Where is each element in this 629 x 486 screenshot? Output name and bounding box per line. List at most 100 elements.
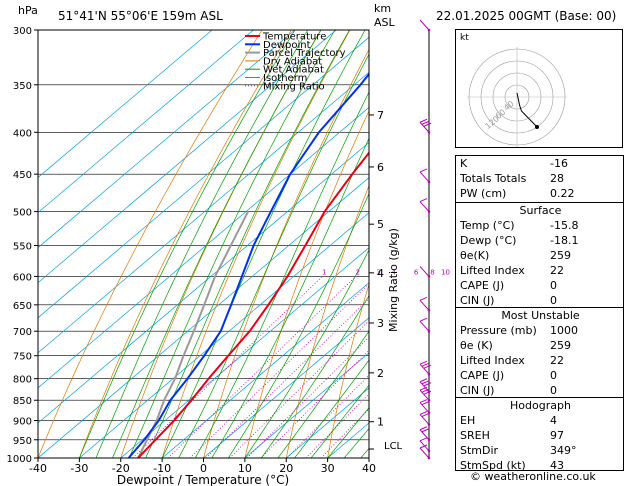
wind-barb-dot xyxy=(427,411,431,414)
pressure-tick-label: 650 xyxy=(13,301,32,312)
legend-label: Dry Adiabat xyxy=(263,56,322,67)
wind-barb xyxy=(419,389,430,401)
dry-adiabat-line xyxy=(38,30,263,458)
wind-barb-flag xyxy=(421,428,430,433)
wind-barb-dot xyxy=(427,275,431,278)
km-tick-label: 5 xyxy=(377,218,384,231)
pressure-tick-label: 400 xyxy=(13,128,32,139)
legend-label: Parcel Trajectory xyxy=(263,48,346,59)
dry-adiabat-line xyxy=(244,110,369,458)
surface-label: Dewp (°C) xyxy=(460,234,517,247)
surface-row: Temp (°C) -15.8 xyxy=(456,219,625,234)
isotherm-line xyxy=(203,317,369,458)
hodograph-stat-value: 4 xyxy=(550,414,557,427)
most-unstable-value: 1000 xyxy=(550,324,578,337)
pw-label: PW (cm) xyxy=(460,187,507,200)
indices-box: K -16 Totals Totals 28 PW (cm) 0.22 xyxy=(455,155,624,203)
most-unstable-row: CAPE (J) 0 xyxy=(456,369,625,384)
surface-title: Surface xyxy=(519,204,562,217)
wet-adiabat-line xyxy=(277,330,369,458)
surface-label: Lifted Index xyxy=(460,264,525,277)
temperature-tick-label: -30 xyxy=(70,462,88,475)
wet-adiabat-line xyxy=(95,30,309,458)
wind-barb-flag xyxy=(423,122,432,127)
mixing-ratio-line xyxy=(132,276,323,458)
hodograph-trace xyxy=(516,92,538,128)
mixing-ratio-label: 4 xyxy=(392,268,397,276)
wet-adiabat-line xyxy=(194,91,369,458)
isotherm-line xyxy=(38,30,254,214)
plot-frame xyxy=(37,29,370,459)
wind-barb xyxy=(419,414,430,425)
k-index-value: -16 xyxy=(550,157,568,170)
surface-row: Lifted Index 22 xyxy=(456,264,625,279)
temperature-tick-label: 30 xyxy=(321,462,335,475)
isotherm-line xyxy=(244,352,369,458)
most-unstable-value: 259 xyxy=(550,339,571,352)
x-axis-title: Dewpoint / Temperature (°C) xyxy=(117,473,289,486)
surface-value: 0 xyxy=(550,294,557,307)
mixing-ratio-line xyxy=(286,374,369,458)
surface-value: 22 xyxy=(550,264,564,277)
surface-row: θe(K) 259 xyxy=(456,249,625,264)
most-unstable-label: CIN (J) xyxy=(460,384,495,397)
surface-row: CAPE (J) 0 xyxy=(456,279,625,294)
pressure-tick-label: 300 xyxy=(13,26,32,37)
wind-barb-dot xyxy=(427,423,431,426)
wind-barb-flag xyxy=(421,388,430,393)
pressure-tick-label: 900 xyxy=(13,417,32,428)
isotherm-line xyxy=(38,30,296,249)
hodograph-stat-row: StmDir 349° xyxy=(456,444,625,459)
wet-adiabat-line xyxy=(79,30,296,458)
mixing-ratio-label: 3 xyxy=(376,268,380,276)
datetime-title: 22.01.2025 00GMT (Base: 00) xyxy=(436,9,616,23)
location-title: 51°41'N 55°06'E 159m ASL xyxy=(58,9,223,23)
surface-value: -18.1 xyxy=(550,234,579,247)
wind-barb-flag xyxy=(419,198,428,203)
copyright: © weatheronline.co.uk xyxy=(470,470,596,483)
isotherm-line xyxy=(38,177,369,458)
hodograph-stat-row: StmSpd (kt) 43 xyxy=(456,459,625,474)
most-unstable-row: CIN (J) 0 xyxy=(456,384,625,399)
km-tick-label: 2 xyxy=(377,367,384,380)
pressure-tick-label: 500 xyxy=(13,208,32,219)
mixing-ratio-label: 1 xyxy=(322,268,326,276)
wet-adiabat-line xyxy=(261,294,369,458)
wind-barb-flag xyxy=(421,120,430,125)
km-tick-label: 4 xyxy=(377,267,384,280)
mixing-ratio-line xyxy=(246,336,369,458)
wind-barb-flag xyxy=(419,168,428,173)
dry-adiabat-line xyxy=(161,30,351,458)
km-tick-label: 1 xyxy=(377,416,384,429)
hpa-label: hPa xyxy=(18,4,38,17)
surface-box: Surface Temp (°C) -15.8 Dewp (°C) -18.1 θe(K… xyxy=(455,202,624,308)
mixing-ratio-label: 10 xyxy=(441,268,450,276)
wind-barb xyxy=(419,171,430,183)
most-unstable-box: Most Unstable Pressure (mb) 1000 θe (K) 259… xyxy=(455,307,624,398)
temperature-tick-label: 40 xyxy=(362,462,376,475)
hodograph-stat-value: 43 xyxy=(550,459,564,472)
surface-label: CAPE (J) xyxy=(460,279,505,292)
isotherm-line xyxy=(120,247,369,458)
pressure-tick-label: 600 xyxy=(13,272,32,283)
wet-adiabat-line xyxy=(128,30,336,458)
wind-barb-dot xyxy=(427,329,431,333)
km-tick-label: 6 xyxy=(377,161,384,174)
most-unstable-row: θe (K) 259 xyxy=(456,339,625,354)
wind-barb-flag xyxy=(423,364,432,369)
parcel-trajectory-line xyxy=(137,211,249,458)
wind-barb xyxy=(419,201,430,212)
most-unstable-label: Lifted Index xyxy=(460,354,525,367)
wind-barb-flag xyxy=(423,390,432,395)
wet-adiabat-line xyxy=(310,384,369,458)
most-unstable-label: θe (K) xyxy=(460,339,493,352)
pressure-tick-label: 950 xyxy=(13,436,32,447)
hodograph-stat-label: StmSpd (kt) xyxy=(460,459,526,472)
mixing-ratio-axis-title: Mixing Ratio (g/kg) xyxy=(387,228,400,332)
isotherm-line xyxy=(38,30,337,284)
pressure-tick-label: 850 xyxy=(13,396,32,407)
legend-label: Mixing Ratio xyxy=(263,81,325,92)
wind-barb-flag xyxy=(419,399,428,404)
